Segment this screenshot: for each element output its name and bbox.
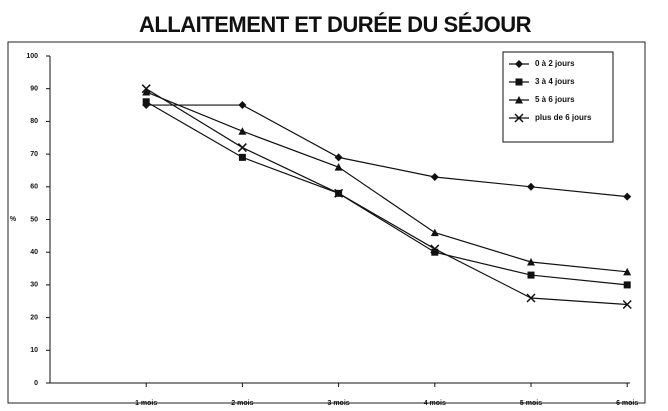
x-tick-label: 6 mois	[616, 400, 638, 407]
x-tick-label: 2 mois	[231, 400, 253, 407]
y-tick-label: 40	[30, 249, 38, 256]
y-tick-label: 10	[30, 347, 38, 354]
data-point	[527, 182, 535, 191]
data-point	[622, 299, 632, 310]
data-point	[142, 87, 151, 96]
x-tick-label: 3 mois	[328, 400, 350, 407]
data-point	[527, 258, 535, 266]
chart-frame	[7, 41, 646, 404]
data-point	[430, 228, 439, 237]
y-tick-label: 80	[30, 118, 38, 125]
y-tick-label: 100	[26, 53, 38, 60]
data-point	[430, 244, 440, 254]
y-tick-label: 30	[30, 282, 38, 289]
y-tick-label: 90	[30, 86, 38, 93]
legend-marker	[515, 78, 523, 86]
y-tick-label: 60	[30, 184, 38, 191]
series-line	[145, 91, 628, 273]
legend-marker	[514, 113, 524, 123]
y-tick-label: 20	[30, 314, 38, 321]
data-point	[334, 153, 343, 162]
data-point	[334, 163, 343, 171]
legend-label: 5 à 6 jours	[535, 95, 575, 104]
y-tick-label: 0	[34, 380, 38, 387]
data-point	[431, 248, 439, 256]
y-tick-label: 70	[30, 151, 38, 158]
legend-label: 0 à 2 jours	[535, 59, 575, 68]
data-point	[527, 271, 535, 279]
data-point	[334, 188, 344, 198]
legend-label: plus de 6 jours	[535, 113, 592, 122]
data-point	[623, 267, 632, 276]
series-line	[145, 88, 628, 306]
legend-box	[502, 51, 614, 143]
legend-marker	[515, 96, 523, 104]
data-point	[526, 293, 536, 303]
x-tick-label: 1 mois	[135, 400, 157, 407]
x-tick-label: 5 mois	[520, 400, 542, 407]
data-point	[623, 281, 631, 289]
series-line	[146, 104, 628, 198]
data-point	[623, 192, 632, 201]
y-axis-label: %	[10, 216, 17, 223]
data-point	[142, 98, 150, 106]
data-point	[238, 101, 247, 110]
series-line	[145, 101, 628, 286]
x-tick-label: 4 mois	[424, 400, 446, 407]
data-point	[238, 153, 246, 161]
data-point	[430, 172, 439, 181]
data-point	[238, 127, 247, 135]
data-point	[237, 143, 247, 153]
data-point	[141, 84, 151, 94]
legend-marker	[515, 60, 523, 68]
y-tick-label: 50	[30, 216, 38, 223]
legend-label: 3 à 4 jours	[535, 77, 575, 86]
chart-title: ALLAITEMENT ET DURÉE DU SÉJOUR	[139, 12, 532, 37]
